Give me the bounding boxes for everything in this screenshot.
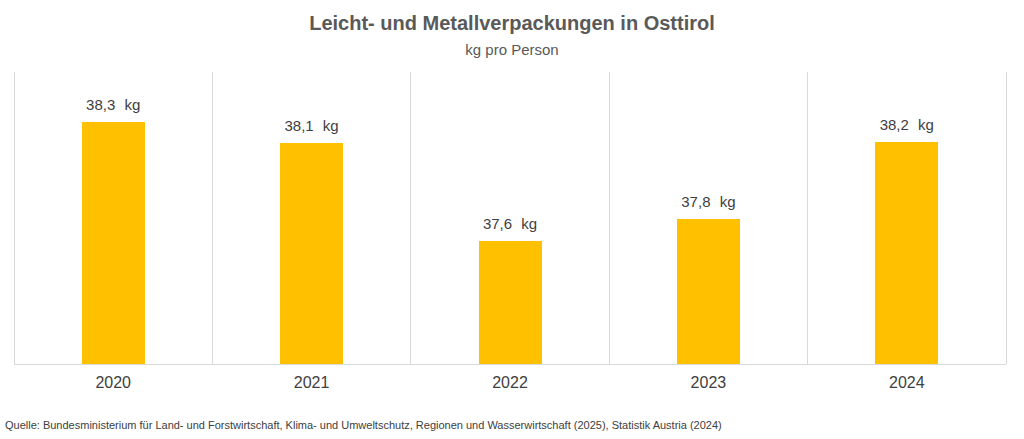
category-gridline [609,72,610,364]
plot-area: 38,3 kg 2020 38,1 kg 2021 37,6 kg 2022 37,8 kg… [0,0,1024,439]
source-note: Quelle: Bundesministerium für Land- und … [5,419,1015,431]
bar-2020 [82,122,145,364]
value-label-2023: 37,8 kg [648,192,768,212]
x-axis-label-2024: 2024 [847,373,967,393]
x-axis-label-2023: 2023 [648,373,768,393]
bar-2023 [677,219,740,364]
bar-2022 [479,241,542,364]
category-gridline [410,72,411,364]
x-axis-label-2022: 2022 [450,373,570,393]
value-label-2020: 38,3 kg [53,95,173,115]
chart-container: Leicht- und Metallverpackungen in Osttir… [0,0,1024,439]
category-gridline [14,72,15,364]
x-axis-baseline [14,364,1006,365]
x-axis-label-2021: 2021 [252,373,372,393]
value-label-2021: 38,1 kg [252,116,372,136]
category-gridline [807,72,808,364]
value-label-2022: 37,6 kg [450,214,570,234]
category-gridline [212,72,213,364]
bar-2024 [875,142,938,364]
category-gridline [1006,72,1007,364]
x-axis-label-2020: 2020 [53,373,173,393]
value-label-2024: 38,2 kg [847,115,967,135]
bar-2021 [280,143,343,364]
